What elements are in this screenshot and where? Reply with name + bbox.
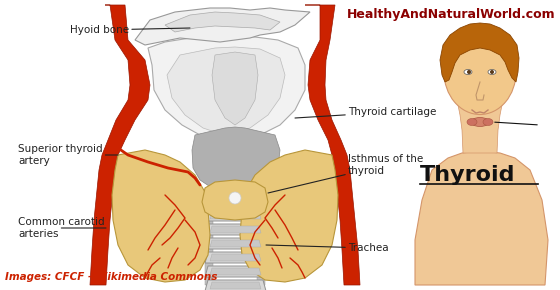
Polygon shape: [415, 151, 548, 285]
Polygon shape: [210, 240, 261, 247]
Polygon shape: [205, 210, 266, 221]
Text: Common carotid
arteries: Common carotid arteries: [18, 217, 106, 239]
Polygon shape: [205, 238, 266, 249]
Ellipse shape: [464, 70, 472, 75]
Polygon shape: [458, 97, 502, 153]
Ellipse shape: [471, 117, 489, 126]
Text: Superior thyroid
artery: Superior thyroid artery: [18, 144, 118, 166]
Polygon shape: [212, 52, 258, 125]
Polygon shape: [135, 8, 310, 45]
Ellipse shape: [490, 70, 494, 74]
Ellipse shape: [467, 70, 471, 74]
Text: Thyroid: Thyroid: [420, 165, 516, 185]
Polygon shape: [210, 254, 261, 261]
Text: Images: CFCF - Wikimedia Commons: Images: CFCF - Wikimedia Commons: [5, 272, 217, 282]
Text: Hyoid bone: Hyoid bone: [70, 25, 190, 35]
Polygon shape: [202, 180, 268, 220]
Text: HealthyAndNaturalWorld.com: HealthyAndNaturalWorld.com: [347, 8, 555, 21]
Ellipse shape: [444, 30, 516, 115]
Ellipse shape: [467, 119, 477, 126]
Text: Thyroid cartilage: Thyroid cartilage: [295, 107, 436, 118]
Polygon shape: [205, 224, 266, 235]
Polygon shape: [210, 282, 261, 289]
Polygon shape: [210, 268, 261, 275]
Polygon shape: [148, 36, 305, 142]
Polygon shape: [112, 150, 210, 282]
Polygon shape: [440, 23, 519, 82]
Polygon shape: [210, 226, 261, 233]
Polygon shape: [305, 5, 360, 285]
Polygon shape: [205, 280, 266, 290]
Polygon shape: [210, 212, 261, 219]
Polygon shape: [240, 150, 338, 282]
Polygon shape: [205, 252, 266, 263]
Polygon shape: [90, 5, 150, 285]
Text: Trachea: Trachea: [266, 243, 389, 253]
Polygon shape: [165, 12, 280, 32]
Polygon shape: [205, 190, 213, 285]
Polygon shape: [192, 127, 280, 192]
Ellipse shape: [488, 70, 496, 75]
Polygon shape: [205, 266, 266, 277]
Ellipse shape: [483, 119, 493, 126]
Circle shape: [229, 192, 241, 204]
Polygon shape: [167, 47, 285, 133]
Polygon shape: [257, 190, 265, 285]
Text: Isthmus of the
thyroid: Isthmus of the thyroid: [268, 154, 423, 193]
